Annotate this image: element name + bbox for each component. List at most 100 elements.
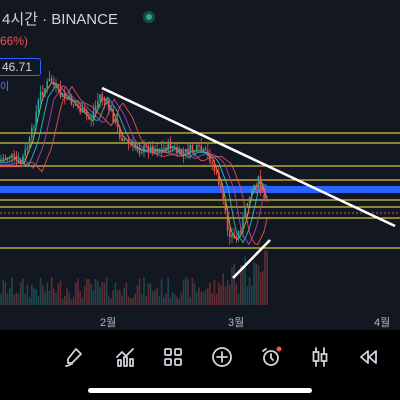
candle-body — [37, 99, 40, 112]
candle-body — [185, 148, 187, 153]
volume-bar — [253, 262, 255, 305]
candle-body — [92, 111, 95, 119]
volume-bar — [193, 283, 196, 305]
candle-body — [138, 151, 141, 154]
candle-body — [169, 141, 172, 149]
chart-area[interactable]: 4시간 · BINANCE 66%) 46.71 이 2월 3월 4월 — [0, 0, 400, 330]
volume-bar — [9, 288, 11, 305]
candle-body — [50, 78, 53, 84]
candle-body — [116, 120, 119, 128]
volume-bar — [180, 292, 183, 305]
candle-body — [108, 100, 110, 110]
price-sub-label: 이 — [0, 82, 10, 93]
volume-bar — [94, 278, 97, 305]
candle-body — [26, 147, 29, 150]
volume-bar — [17, 293, 20, 305]
candle-body — [264, 190, 266, 199]
volume-bar — [213, 279, 216, 305]
candle-body — [246, 202, 249, 207]
volume-bar — [136, 285, 139, 305]
moving-average-line — [0, 85, 268, 246]
candle-body — [22, 156, 24, 164]
candle-body — [77, 105, 79, 108]
volume-bar — [42, 284, 44, 305]
candle-body — [200, 145, 202, 152]
volume-bar — [101, 281, 103, 305]
candle-body — [198, 145, 200, 147]
rewind-icon[interactable] — [355, 344, 381, 370]
candle-body — [59, 87, 62, 97]
grid-icon[interactable] — [160, 344, 186, 370]
volume-bar — [99, 286, 101, 305]
candle-body — [44, 88, 46, 96]
uptrend-line[interactable] — [232, 239, 271, 279]
candle-body — [127, 139, 130, 144]
volume-bar — [35, 289, 37, 305]
volume-bar — [202, 291, 205, 305]
volume-bar — [130, 298, 132, 305]
blue-band — [0, 186, 400, 193]
x-axis-label-mar: 3월 — [228, 317, 245, 329]
pencil-icon[interactable] — [61, 344, 87, 370]
volume-bar — [182, 279, 185, 305]
candle-body — [13, 153, 15, 156]
volume-bar — [231, 267, 233, 305]
bottom-toolbar — [0, 334, 400, 380]
volume-bar — [33, 288, 35, 305]
candle-body — [70, 95, 73, 105]
volume-bar — [39, 277, 42, 305]
price-chart[interactable] — [0, 0, 400, 330]
candle-body — [235, 237, 238, 239]
candle-body — [79, 107, 81, 113]
candle-body — [94, 105, 97, 112]
candle-body — [165, 147, 167, 151]
candle-body — [2, 157, 4, 160]
candle-body — [257, 176, 260, 187]
chart-indicators-icon[interactable] — [112, 344, 138, 370]
volume-bar — [86, 279, 88, 305]
plus-circle-icon[interactable] — [209, 344, 235, 370]
candle-body — [9, 156, 11, 158]
candlesticks[interactable] — [0, 70, 268, 245]
volume-bar — [207, 287, 209, 305]
candle-body — [182, 152, 185, 156]
volume-bar — [83, 285, 86, 305]
candle-body — [17, 160, 20, 162]
candle-body — [171, 147, 174, 149]
alarm-clock-icon[interactable] — [258, 344, 284, 370]
candles-icon[interactable] — [307, 344, 333, 370]
volume-bars — [0, 250, 268, 305]
candle-body — [218, 171, 220, 185]
volume-bar — [48, 291, 51, 305]
x-axis-label-feb: 2월 — [100, 317, 117, 329]
downtrend-line[interactable] — [101, 86, 396, 228]
candle-body — [149, 145, 152, 153]
candle-body — [160, 147, 163, 151]
candle-body — [114, 120, 117, 123]
candle-body — [20, 160, 22, 164]
candle-body — [191, 145, 194, 152]
candle-body — [97, 100, 99, 106]
volume-bar — [266, 251, 268, 305]
volume-bar — [200, 291, 202, 305]
symbol-title[interactable]: 4시간 · BINANCE — [2, 11, 118, 28]
volume-bar — [125, 282, 128, 305]
volume-bar — [240, 265, 242, 305]
volume-bar — [158, 295, 161, 305]
volume-bar — [0, 293, 2, 305]
volume-bar — [185, 277, 187, 305]
volume-bar — [218, 282, 220, 305]
volume-bar — [46, 282, 48, 305]
candle-body — [64, 92, 66, 98]
candle-body — [39, 91, 42, 100]
volume-bar — [138, 278, 141, 305]
candle-body — [204, 148, 207, 151]
candle-body — [130, 143, 132, 145]
candle-body — [202, 148, 205, 152]
volume-bar — [11, 277, 13, 305]
candle-body — [123, 139, 125, 141]
candle-body — [209, 154, 211, 162]
volume-bar — [20, 281, 22, 305]
volume-bar — [246, 286, 249, 305]
